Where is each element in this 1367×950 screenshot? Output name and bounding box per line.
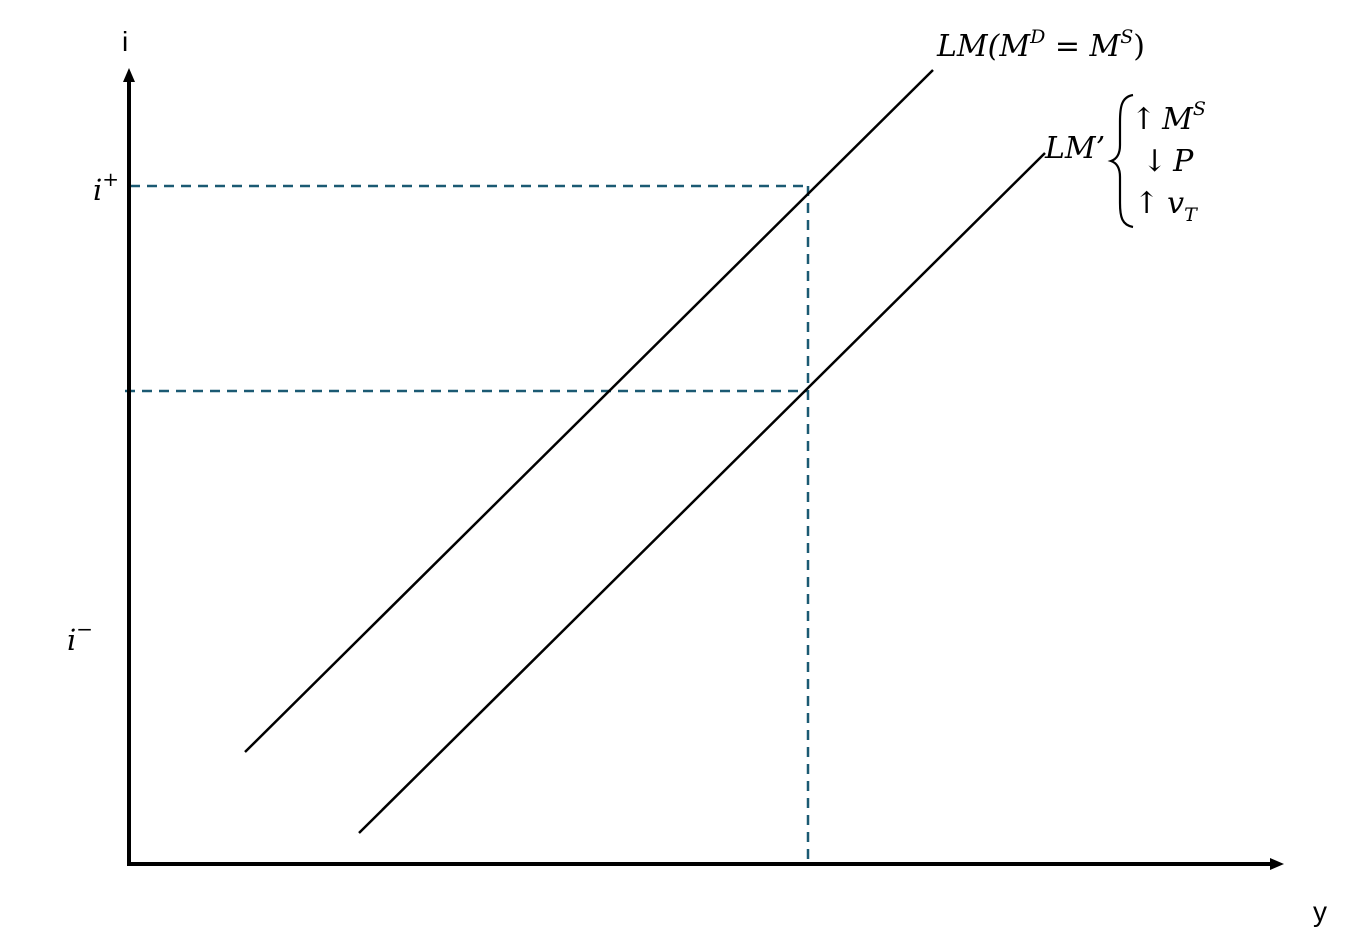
lm-curve-original <box>244 69 934 753</box>
x-axis-label: y <box>1313 896 1327 927</box>
cause-price-level-down: ↓ P <box>1142 144 1194 179</box>
lm-shifted-label: LM’ <box>1044 131 1105 166</box>
shift-causes-brace <box>1107 93 1134 229</box>
y-axis-arrowhead <box>123 68 135 82</box>
lm-curve-shifted <box>358 152 1046 834</box>
cause-money-supply-up: ↑ MS <box>1131 98 1206 137</box>
i-minus-label: i− <box>67 617 93 657</box>
x-axis-arrowhead <box>1270 858 1284 870</box>
cause-velocity-up: ↑ vT <box>1134 186 1198 226</box>
i-plus-label: i+ <box>93 167 119 207</box>
lm-original-label: LM(MD = MS) <box>936 26 1145 64</box>
y-axis-label: i <box>122 26 128 57</box>
